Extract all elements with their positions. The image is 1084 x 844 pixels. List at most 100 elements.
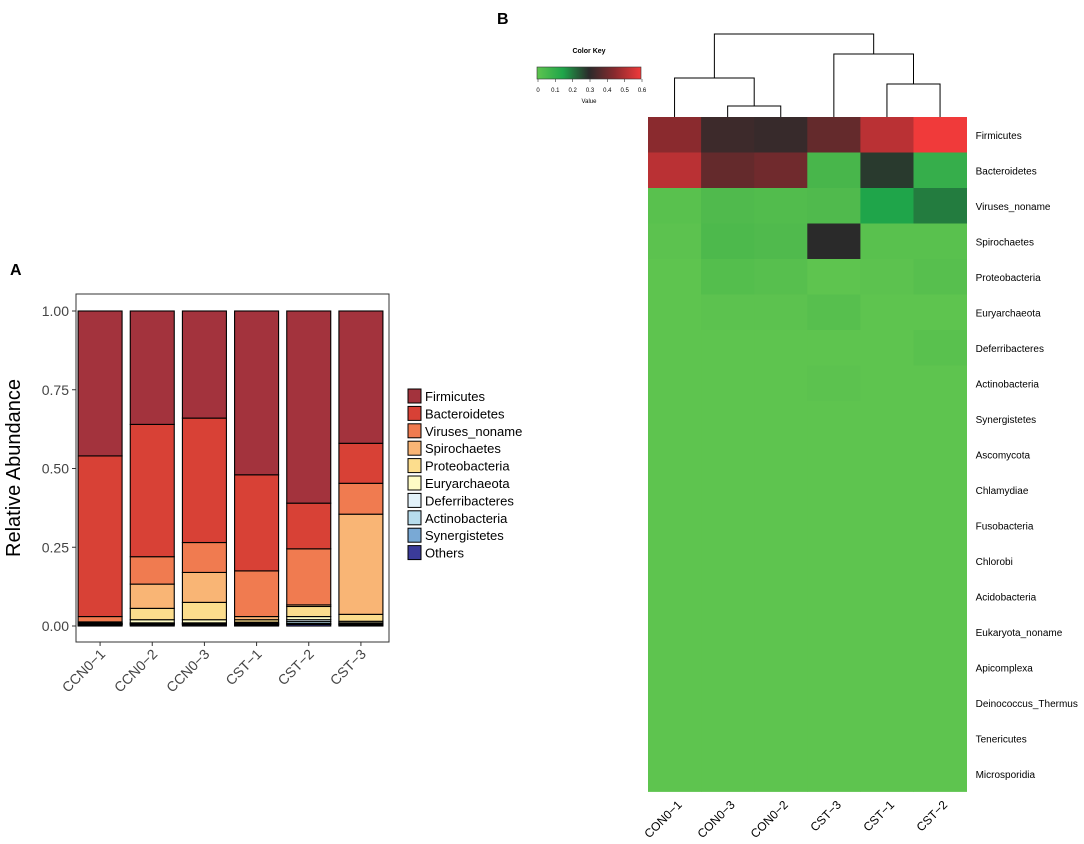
bar-segment-viruses-noname — [234, 570, 280, 618]
heatmap-cell — [913, 472, 967, 508]
color-key-tick-label: 0.3 — [586, 88, 595, 94]
x-axis-ticks: CCN0−1 CCN0−2 CCN0−3 CST−1 CST−2 CST−3 — [59, 642, 370, 696]
heatmap-cell — [754, 401, 808, 437]
heatmap-cell — [754, 720, 808, 757]
legend-label: Euryarchaeota — [425, 476, 510, 491]
heatmap-cell — [754, 543, 808, 579]
heatmap-cell — [648, 578, 702, 615]
heatmap-cell — [701, 294, 755, 331]
bars — [77, 310, 384, 627]
row-label: Chlorobi — [976, 557, 1013, 568]
heatmap-cell — [648, 152, 702, 189]
heatmap-cell — [913, 401, 967, 437]
dendrogram-link — [713, 33, 875, 78]
heatmap-cell — [913, 223, 967, 260]
heatmap-cell — [860, 578, 914, 615]
heatmap-cell — [648, 117, 702, 153]
legend-swatch — [407, 545, 422, 561]
heatmap-cell — [860, 401, 914, 437]
heatmap-cell — [754, 294, 808, 331]
heatmap-cell — [648, 472, 702, 508]
row-label: Acidobacteria — [976, 592, 1037, 603]
heatmap-cell — [701, 152, 755, 189]
legend-label: Bacteroidetes — [425, 406, 505, 421]
row-label: Apicomplexa — [976, 663, 1034, 674]
row-labels: Firmicutes Bacteroidetes Viruses_noname Spi… — [976, 131, 1078, 781]
bar-segment-firmicutes — [286, 310, 332, 504]
heatmap-cell — [648, 294, 702, 331]
legend-swatch — [407, 510, 422, 526]
heatmap-cell — [754, 436, 808, 473]
heatmap-cell — [648, 223, 702, 260]
x-tick-label: CST−3 — [327, 646, 370, 689]
color-key-tick-label: 0 — [536, 88, 540, 94]
column-label: CST−1 — [861, 797, 898, 834]
heatmap-cell — [860, 685, 914, 721]
heatmap-cell — [913, 720, 967, 757]
color-key: Color Key 0 0.1 0.2 0.3 0.4 0.5 0.6 Value — [536, 48, 647, 105]
dendrogram-link — [833, 53, 914, 117]
heatmap-cell — [913, 685, 967, 721]
legend-swatch — [407, 527, 422, 543]
bar-segment-proteobacteria — [129, 607, 175, 621]
legend-label: Spirochaetes — [425, 441, 501, 456]
color-key-label: Value — [582, 99, 598, 105]
heatmap-cells — [648, 117, 967, 792]
x-tick-label: CCN0−2 — [111, 646, 161, 696]
row-label: Bacteroidetes — [976, 166, 1037, 177]
heatmap-cell — [701, 614, 755, 650]
color-key-gradient — [536, 66, 642, 80]
heatmap-cell — [807, 188, 861, 224]
heatmap-cell — [913, 259, 967, 295]
heatmap-cell — [807, 720, 861, 757]
heatmap-cell — [807, 578, 861, 615]
row-label: Chlamydiae — [976, 486, 1029, 497]
heatmap-cell — [860, 259, 914, 295]
heatmap-cell — [754, 614, 808, 650]
dendrogram-link — [674, 77, 755, 117]
bar-segment-proteobacteria — [338, 613, 384, 622]
row-label: Viruses_noname — [976, 202, 1051, 213]
row-label: Firmicutes — [976, 131, 1022, 142]
column-dendrogram — [674, 33, 941, 117]
heatmap-cell — [701, 188, 755, 224]
heatmap-cell — [807, 472, 861, 508]
heatmap-cell — [807, 685, 861, 721]
heatmap-cell — [913, 436, 967, 473]
heatmap-cell — [913, 188, 967, 224]
column-label: CST−3 — [807, 797, 844, 834]
legend-label: Synergistetes — [425, 528, 504, 543]
bar-segment-bacteroidetes — [234, 474, 280, 572]
row-label: Ascomycota — [976, 450, 1031, 461]
y-tick-label: 0.00 — [42, 618, 69, 634]
row-label: Eukaryota_noname — [976, 628, 1063, 639]
heatmap-cell — [913, 578, 967, 615]
heatmap-cell — [754, 756, 808, 792]
bar-segment-bacteroidetes — [286, 502, 332, 550]
heatmap-cell — [860, 117, 914, 153]
y-tick-label: 1.00 — [42, 303, 69, 319]
legend-swatch — [407, 405, 422, 421]
color-key-title: Color Key — [572, 48, 605, 55]
heatmap-cell — [754, 365, 808, 402]
bar-segment-viruses-noname — [129, 556, 175, 585]
bar-segment-proteobacteria — [181, 601, 227, 621]
row-label: Euryarchaeota — [976, 308, 1041, 319]
heatmap-cell — [807, 365, 861, 402]
bar-segment-viruses-noname — [286, 548, 332, 606]
heatmap-cell — [807, 614, 861, 650]
heatmap-cell — [701, 330, 755, 366]
bar-segment-spirochaetes — [181, 571, 227, 603]
heatmap-cell — [913, 543, 967, 579]
y-axis-label: Relative Abundance — [3, 379, 25, 557]
legend-label: Firmicutes — [425, 389, 485, 404]
heatmap-cell — [754, 685, 808, 721]
heatmap-cell — [754, 649, 808, 686]
column-label: CON0−3 — [695, 797, 738, 840]
heatmap-cell — [860, 365, 914, 402]
heatmap-cell — [860, 188, 914, 224]
heatmap-cell — [807, 543, 861, 579]
heatmap-cell — [913, 649, 967, 686]
heatmap-cell — [860, 152, 914, 189]
heatmap-cell — [913, 294, 967, 331]
